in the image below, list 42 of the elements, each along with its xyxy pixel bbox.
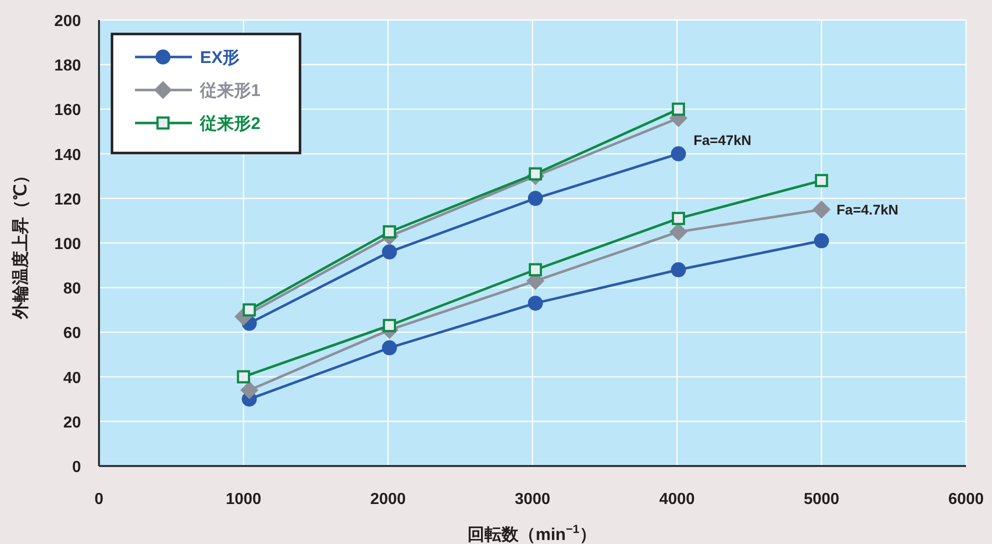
point xyxy=(670,146,686,162)
y-tick-label: 180 xyxy=(54,58,82,75)
point xyxy=(814,174,828,188)
y-tick-label: 200 xyxy=(54,13,82,30)
y-tick-label: 0 xyxy=(72,459,82,476)
y-tick-label: 120 xyxy=(54,191,82,208)
x-axis-title: 回転数（min$^{−1}$） xyxy=(468,522,596,544)
annotation: Fa=47kN xyxy=(693,132,752,148)
point xyxy=(382,318,396,332)
legend-label: 従来形2 xyxy=(199,114,260,133)
point xyxy=(242,303,256,316)
x-tick-label: 3000 xyxy=(514,491,550,508)
point xyxy=(382,340,397,356)
x-tick-label: 1000 xyxy=(226,491,262,508)
point xyxy=(528,296,543,311)
y-tick-label: 140 xyxy=(54,146,82,164)
x-tick-label: 2000 xyxy=(370,491,406,508)
y-tick-label: 160 xyxy=(54,102,82,120)
point xyxy=(672,212,686,226)
point xyxy=(814,233,829,248)
y-tick-label: 80 xyxy=(63,280,82,298)
y-tick-label: 100 xyxy=(54,236,82,253)
point xyxy=(672,102,686,116)
point xyxy=(670,262,686,278)
y-axis-title: 外輪温度上昇（℃） xyxy=(11,167,30,320)
legend-label: 従来形1 xyxy=(199,81,260,100)
annotation: Fa=4.7kN xyxy=(836,202,898,218)
x-tick-label: 0 xyxy=(94,491,104,508)
point xyxy=(236,370,250,384)
point xyxy=(240,381,258,400)
x-tick-label: 5000 xyxy=(804,491,840,508)
legend-label: EX形 xyxy=(200,48,240,67)
y-tick-label: 60 xyxy=(63,325,82,342)
x-tick-label: 4000 xyxy=(659,491,695,508)
x-tick-label: 6000 xyxy=(948,491,984,508)
y-tick-label: 20 xyxy=(63,414,82,432)
point xyxy=(528,190,543,206)
point xyxy=(382,225,396,238)
point xyxy=(382,244,397,260)
point xyxy=(528,263,542,276)
y-tick-label: 40 xyxy=(63,370,82,387)
point xyxy=(812,200,830,219)
